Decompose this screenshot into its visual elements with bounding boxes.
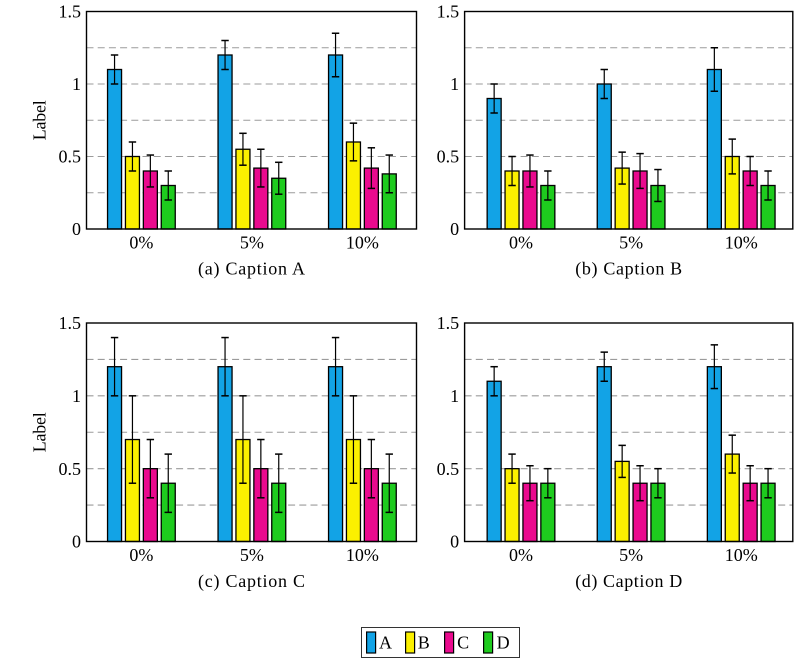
svg-text:1.5: 1.5 [437, 2, 460, 22]
svg-text:10%: 10% [725, 545, 758, 565]
svg-text:0%: 0% [509, 545, 533, 565]
svg-text:10%: 10% [346, 545, 379, 565]
svg-text:0%: 0% [509, 233, 533, 253]
svg-text:Label: Label [30, 412, 50, 452]
svg-text:1: 1 [450, 74, 459, 94]
svg-text:D: D [497, 632, 510, 652]
svg-text:(d) Caption D: (d) Caption D [575, 571, 682, 592]
svg-text:5%: 5% [619, 233, 643, 253]
svg-text:C: C [457, 632, 469, 652]
svg-text:(c) Caption C: (c) Caption C [198, 571, 305, 592]
svg-text:10%: 10% [725, 233, 758, 253]
svg-text:0.5: 0.5 [59, 459, 82, 479]
svg-text:0: 0 [450, 219, 459, 239]
svg-text:5%: 5% [619, 545, 643, 565]
svg-text:5%: 5% [240, 233, 264, 253]
svg-text:0: 0 [72, 219, 81, 239]
svg-text:B: B [418, 632, 430, 652]
svg-text:0%: 0% [129, 233, 153, 253]
svg-text:1.5: 1.5 [59, 2, 82, 22]
svg-text:0: 0 [72, 532, 81, 552]
svg-text:1: 1 [72, 74, 81, 94]
svg-text:1: 1 [72, 386, 81, 406]
svg-text:1.5: 1.5 [437, 313, 460, 333]
svg-text:A: A [379, 632, 392, 652]
svg-text:0.5: 0.5 [59, 147, 82, 167]
svg-text:5%: 5% [240, 545, 264, 565]
svg-text:0%: 0% [129, 545, 153, 565]
svg-text:0: 0 [450, 532, 459, 552]
svg-text:0.5: 0.5 [437, 147, 460, 167]
svg-text:1: 1 [450, 386, 459, 406]
svg-text:Label: Label [30, 100, 50, 140]
svg-text:0.5: 0.5 [437, 459, 460, 479]
svg-text:(a) Caption A: (a) Caption A [198, 259, 305, 280]
svg-text:10%: 10% [346, 233, 379, 253]
svg-text:(b) Caption B: (b) Caption B [575, 259, 682, 280]
svg-text:1.5: 1.5 [59, 313, 82, 333]
